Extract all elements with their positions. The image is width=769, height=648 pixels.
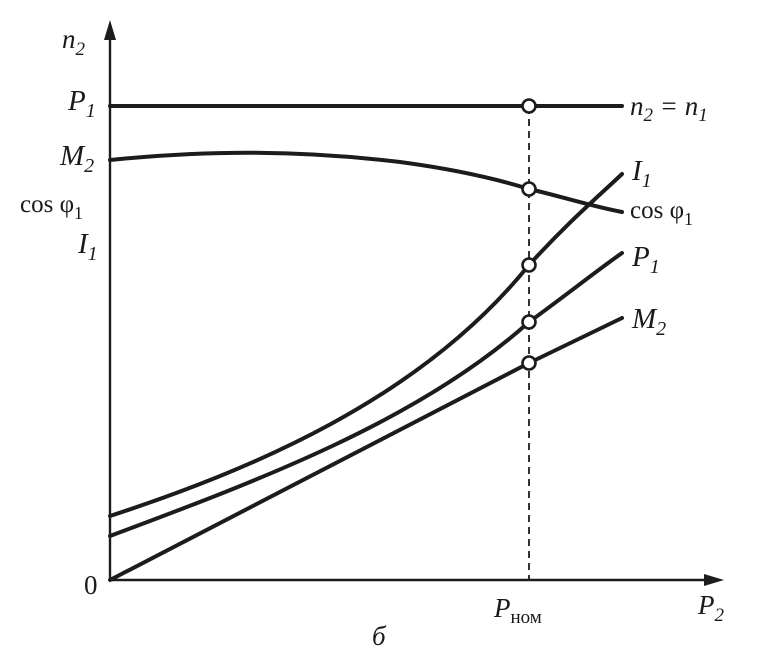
x-axis-arrow: [704, 574, 724, 586]
y-label-i1: I1: [77, 228, 98, 265]
y-label-m2: M2: [59, 140, 94, 177]
x-tick-p-nom: Pном: [493, 593, 542, 628]
curve-m2: [108, 316, 624, 582]
nominal-markers: [521, 98, 537, 371]
label-cos-phi1: cos φ1: [630, 197, 693, 229]
origin-label: 0: [84, 570, 98, 600]
axes: [104, 20, 724, 586]
label-m2: M2: [631, 303, 666, 340]
curve-p1: [108, 251, 624, 538]
marker-p1: [521, 314, 537, 330]
curve-cos-phi1: [108, 150, 624, 214]
marker-n2: [521, 98, 537, 114]
marker-m2: [521, 355, 537, 371]
x-axis-label: P2: [697, 590, 725, 626]
label-p1: P1: [631, 241, 660, 278]
label-i1: I1: [631, 155, 652, 192]
marker-i1: [521, 257, 537, 273]
y-label-cos-phi1: cos φ1: [20, 191, 83, 223]
y-axis-arrow: [104, 20, 116, 40]
curve-i1: [108, 172, 624, 518]
figure-caption: б: [372, 621, 387, 648]
curves: [108, 104, 624, 582]
label-n2-eq-n1: n2 = n1: [630, 91, 708, 126]
marker-cos-phi1: [521, 181, 537, 197]
y-label-p1: P1: [67, 85, 96, 122]
y-axis-label: n2: [62, 24, 86, 60]
